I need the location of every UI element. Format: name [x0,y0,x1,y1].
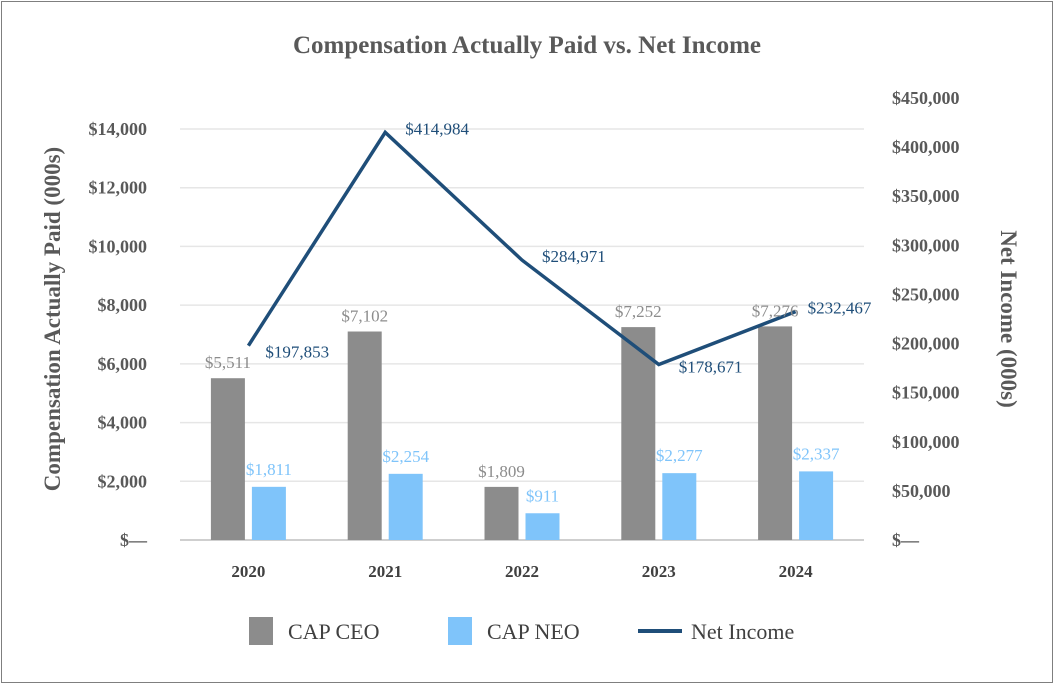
legend-swatch-cap-ceo [249,617,273,645]
y2-tick-label: $150,000 [892,383,960,403]
y-tick-label: $10,000 [89,236,148,256]
y2-tick-label: $— [892,530,920,550]
y-tick-label: $12,000 [89,178,148,198]
data-label-net-income: $414,984 [405,119,469,138]
data-label-cap-neo: $1,811 [246,460,292,479]
data-label-net-income: $232,467 [808,299,872,318]
net-income-line [246,129,797,367]
bar-cap-neo [388,473,423,540]
data-label-cap-neo: $2,254 [382,447,429,466]
y2-tick-label: $350,000 [892,186,960,206]
y2-axis-title: Net Income (000s) [996,230,1021,408]
bar-cap-ceo [210,378,245,540]
legend-swatch-cap-neo [448,617,472,645]
legend-label-cap-neo: CAP NEO [487,619,580,644]
data-label-cap-ceo: $7,276 [752,301,799,320]
bars [210,326,834,540]
y2-tick-label: $300,000 [892,235,960,255]
data-labels: $5,511 $7,102 $1,809 $7,252 $7,276 $1,811 $2,2… [205,119,872,505]
gridlines [180,128,864,541]
y2-tick-label: $200,000 [892,334,960,354]
axis-ticks: $— $2,000 $4,000 $6,000 $8,000 $10,000 $12,000… [89,88,960,581]
legend: CAP CEO CAP NEO Net Income [249,617,794,645]
y-tick-label: $2,000 [98,471,148,491]
data-label-cap-neo: $911 [526,486,559,505]
data-label-cap-ceo: $5,511 [205,353,251,372]
legend-label-net-income: Net Income [691,619,794,644]
bar-cap-neo [525,513,560,540]
chart-title: Compensation Actually Paid vs. Net Incom… [293,32,761,59]
x-tick-label: 2021 [368,562,402,581]
data-label-cap-ceo: $1,809 [478,462,525,481]
legend-label-cap-ceo: CAP CEO [288,619,379,644]
x-tick-label: 2024 [779,562,814,581]
bar-cap-neo [251,486,286,540]
data-label-net-income: $284,971 [542,247,606,266]
y2-tick-label: $50,000 [892,481,951,501]
bar-cap-neo [799,471,834,540]
data-label-cap-neo: $2,277 [656,446,703,465]
y2-tick-label: $400,000 [892,137,960,157]
x-tick-label: 2022 [505,562,539,581]
y-tick-label: $4,000 [98,413,148,433]
y-axis-title: Compensation Actually Paid (000s) [40,147,65,491]
data-label-cap-ceo: $7,102 [341,307,388,326]
y-tick-label: $14,000 [89,119,148,139]
data-label-cap-ceo: $7,252 [615,302,662,321]
bar-cap-ceo [347,331,382,540]
data-label-net-income: $197,853 [265,343,329,362]
bar-cap-ceo [484,486,519,540]
bar-cap-neo [662,473,697,540]
y2-tick-label: $250,000 [892,284,960,304]
bar-cap-ceo [758,326,793,540]
x-tick-label: 2020 [231,562,265,581]
x-tick-label: 2023 [642,562,676,581]
y-tick-label: $6,000 [98,354,148,374]
data-label-cap-neo: $2,337 [793,444,840,463]
y2-tick-label: $100,000 [892,432,960,452]
y-tick-label: $— [120,530,148,550]
y-tick-label: $8,000 [98,295,148,315]
bar-cap-ceo [621,327,656,540]
net-income-line-group [246,129,797,367]
data-label-net-income: $178,671 [679,358,743,377]
y2-tick-label: $450,000 [892,88,960,108]
